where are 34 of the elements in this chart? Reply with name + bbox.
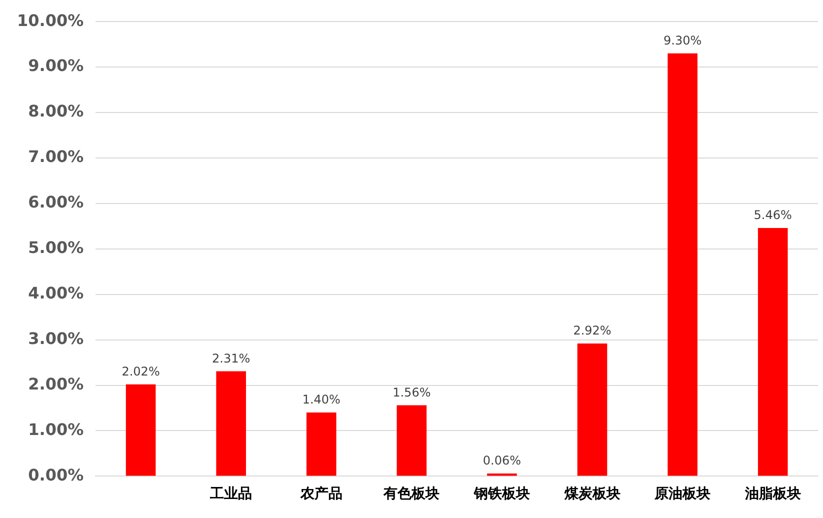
data-label: 5.46%: [754, 208, 792, 222]
y-tick-label: 6.00%: [28, 192, 84, 212]
y-tick-label: 2.00%: [28, 374, 84, 394]
x-tick-label: 原油板块: [654, 486, 711, 502]
x-tick-label: 工业品: [209, 486, 252, 502]
data-label: 2.02%: [122, 364, 160, 378]
data-label: 1.56%: [392, 385, 431, 400]
y-tick-label: 0.00%: [28, 465, 84, 484]
bar: [758, 228, 788, 476]
bar: [306, 412, 336, 476]
bar: [126, 384, 156, 476]
x-tick-label: 农产品: [299, 485, 342, 502]
x-tick-label: 煤炭板块: [563, 486, 620, 502]
y-tick-label: 7.00%: [28, 147, 84, 166]
bar: [668, 53, 698, 476]
bar: [396, 405, 427, 476]
bar: [487, 473, 517, 476]
x-tick-label: 油脂板块: [744, 486, 801, 502]
y-tick-label: 8.00%: [28, 102, 84, 121]
data-label: 2.92%: [573, 324, 612, 338]
data-label: 9.30%: [663, 34, 702, 48]
y-tick-label: 5.00%: [28, 238, 84, 258]
data-label: 0.06%: [482, 454, 522, 468]
y-tick-label: 3.00%: [28, 328, 84, 348]
data-label: 1.40%: [302, 392, 340, 407]
y-tick-label: 4.00%: [28, 284, 84, 303]
data-label: 2.31%: [212, 351, 250, 366]
y-tick-label: 1.00%: [28, 420, 84, 439]
x-tick-label: 有色板块: [382, 486, 440, 502]
y-tick-label: 9.00%: [28, 56, 84, 76]
bar: [216, 371, 246, 476]
y-tick-label: 10.00%: [17, 10, 84, 30]
bar: [577, 343, 608, 476]
x-tick-label: 钢铁板块: [472, 486, 530, 502]
